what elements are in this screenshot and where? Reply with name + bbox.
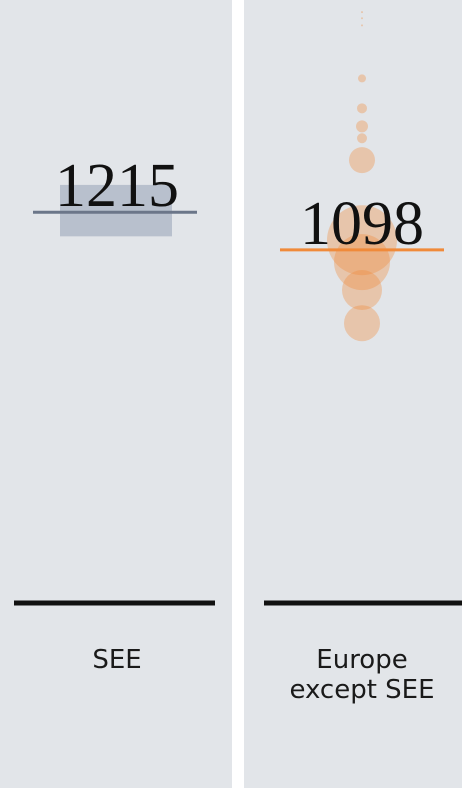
bubble [361,11,363,14]
category-label: SEE [92,645,141,675]
value-label: 1098 [300,190,424,258]
bubble [361,17,363,20]
bubble [356,120,368,133]
category-label: Europe except SEE [289,645,434,705]
bubble [349,147,375,174]
bubble [334,234,390,291]
divider [232,12,244,788]
panel [0,0,232,788]
panel [244,0,462,788]
bubble [357,103,367,114]
range-band [60,184,172,237]
bubble [361,24,363,27]
bubble [358,74,366,83]
bubble [327,205,397,276]
bubble [342,270,382,311]
bubble [357,133,367,144]
bubble [344,305,380,342]
value-label: 1215 [55,152,179,220]
